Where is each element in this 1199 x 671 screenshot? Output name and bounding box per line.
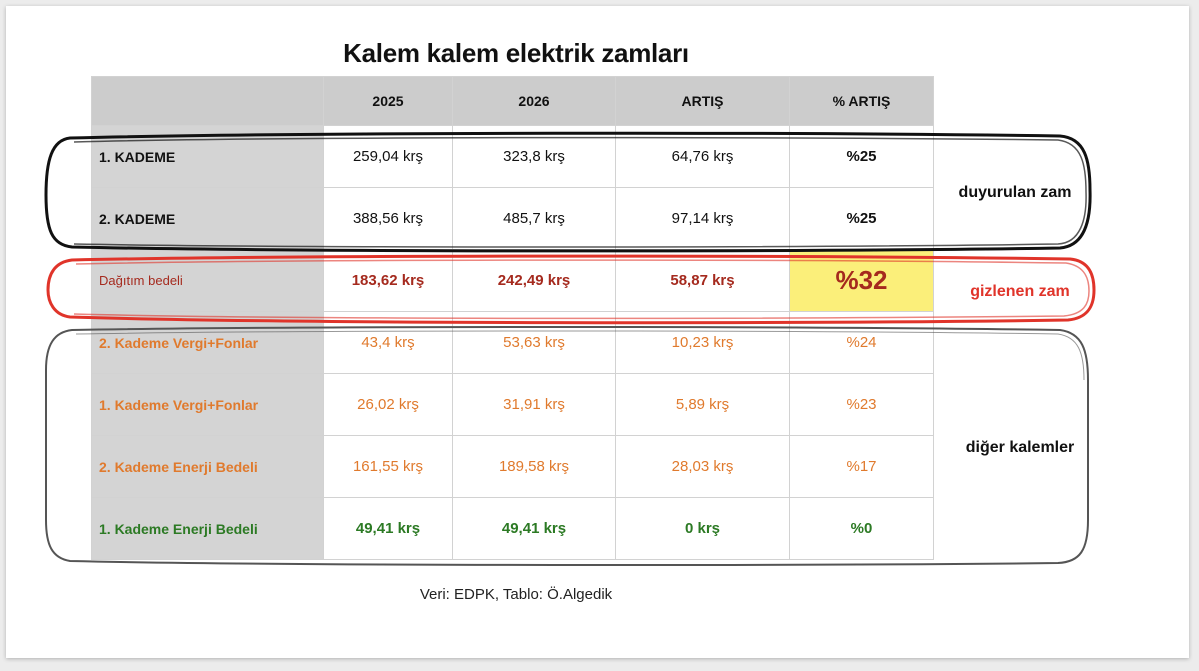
value-pct: %0 (789, 497, 934, 560)
value-2026: 323,8 krş (452, 125, 616, 188)
value-artis: 64,76 krş (615, 125, 790, 188)
header-2026: 2026 (452, 76, 616, 126)
header-pct-artis: % ARTIŞ (789, 76, 934, 126)
value-2026: 189,58 krş (452, 435, 616, 498)
group-label-hidden: gizlenen zam (970, 283, 1070, 300)
header-row: 2025 2026 ARTIŞ % ARTIŞ (91, 76, 934, 126)
value-2025: 43,4 krş (323, 311, 453, 374)
price-table: 2025 2026 ARTIŞ % ARTIŞ 1. KADEME 259,04… (91, 76, 934, 560)
value-2025: 161,55 krş (323, 435, 453, 498)
table-row: 2. KADEME 388,56 krş 485,7 krş 97,14 krş… (91, 187, 934, 250)
value-pct: %23 (789, 373, 934, 436)
table-row: 1. Kademe Enerji Bedeli 49,41 krş 49,41 … (91, 497, 934, 560)
page-title: Kalem kalem elektrik zamları (343, 38, 689, 68)
value-pct: %25 (789, 125, 934, 188)
value-2025: 388,56 krş (323, 187, 453, 250)
value-2025: 259,04 krş (323, 125, 453, 188)
value-artis: 0 krş (615, 497, 790, 560)
row-label: 1. Kademe Vergi+Fonlar (91, 373, 324, 436)
value-2025: 183,62 krş (323, 249, 453, 312)
row-label: 2. Kademe Vergi+Fonlar (91, 311, 324, 374)
group-label-announced: duyurulan zam (958, 184, 1072, 201)
row-label: 2. KADEME (91, 187, 324, 250)
row-label: 2. Kademe Enerji Bedeli (91, 435, 324, 498)
value-pct: %25 (789, 187, 934, 250)
table-row: 2. Kademe Vergi+Fonlar 43,4 krş 53,63 kr… (91, 311, 934, 374)
value-artis: 10,23 krş (615, 311, 790, 374)
value-pct: %17 (789, 435, 934, 498)
value-2025: 49,41 krş (323, 497, 453, 560)
row-label: 1. Kademe Enerji Bedeli (91, 497, 324, 560)
value-pct-highlight: %32 (789, 249, 934, 312)
source-caption: Veri: EDPK, Tablo: Ö.Algedik (419, 586, 613, 603)
value-2026: 242,49 krş (452, 249, 616, 312)
header-2025: 2025 (323, 76, 453, 126)
table-row: 1. KADEME 259,04 krş 323,8 krş 64,76 krş… (91, 125, 934, 188)
table-row: Dağıtım bedeli 183,62 krş 242,49 krş 58,… (91, 249, 934, 312)
value-2025: 26,02 krş (323, 373, 453, 436)
value-2026: 485,7 krş (452, 187, 616, 250)
row-label: Dağıtım bedeli (91, 249, 324, 312)
value-pct: %24 (789, 311, 934, 374)
value-artis: 58,87 krş (615, 249, 790, 312)
value-artis: 28,03 krş (615, 435, 790, 498)
header-artis: ARTIŞ (615, 76, 790, 126)
value-artis: 5,89 krş (615, 373, 790, 436)
value-2026: 49,41 krş (452, 497, 616, 560)
table-row: 2. Kademe Enerji Bedeli 161,55 krş 189,5… (91, 435, 934, 498)
table-row: 1. Kademe Vergi+Fonlar 26,02 krş 31,91 k… (91, 373, 934, 436)
value-artis: 97,14 krş (615, 187, 790, 250)
value-2026: 53,63 krş (452, 311, 616, 374)
value-2026: 31,91 krş (452, 373, 616, 436)
row-label: 1. KADEME (91, 125, 324, 188)
group-label-other: diğer kalemler (965, 439, 1075, 456)
header-empty (91, 76, 324, 126)
